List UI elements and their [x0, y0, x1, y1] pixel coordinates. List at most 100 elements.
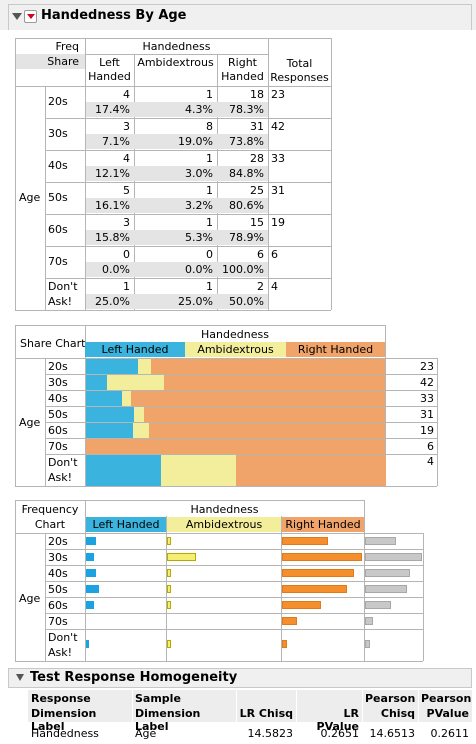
test-title: Test Response Homogeneity	[30, 670, 238, 685]
row-label: 50s	[48, 408, 68, 421]
freq-cell: 1	[206, 216, 213, 229]
test-value: 14.5823	[247, 727, 294, 740]
row-label: 30s	[48, 376, 68, 389]
row-line	[45, 118, 331, 119]
share-bar-right	[144, 407, 385, 422]
row-label: Don't	[48, 631, 78, 644]
table-border	[15, 38, 16, 310]
freq-chart-corner: Chart	[34, 518, 66, 531]
row-label: 70s	[48, 615, 68, 628]
total-cell: 19	[420, 424, 434, 437]
row-line	[45, 406, 437, 407]
disclosure-triangle-icon[interactable]	[12, 13, 22, 20]
row-label: 60s	[48, 424, 68, 437]
freq-cell: 31	[250, 120, 264, 133]
test-value: Handedness	[31, 727, 99, 740]
total-cell: 31	[420, 408, 434, 421]
legend-left: Left Handed	[86, 517, 166, 532]
test-value: 0.2651	[320, 727, 360, 740]
test-outline-header	[8, 668, 472, 688]
freq-cell: 5	[123, 184, 130, 197]
table-line	[423, 533, 424, 661]
freq-cell: 4	[123, 88, 130, 101]
test-header: Sample	[135, 692, 181, 705]
share-row-shade	[86, 198, 268, 213]
share-bar-left	[86, 407, 134, 422]
disclosure-triangle-icon[interactable]	[16, 674, 24, 681]
freq-bar-right	[282, 569, 354, 577]
freq-cell: 3	[123, 120, 130, 133]
row-label: 60s	[48, 223, 68, 236]
share-row-shade	[86, 294, 268, 309]
test-header: LR PValue	[316, 707, 359, 733]
freq-cell: 1	[206, 184, 213, 197]
freq-bar-left	[86, 569, 96, 577]
test-header: PValue	[426, 707, 469, 720]
row-line	[45, 629, 423, 630]
total-cell: 6	[271, 248, 278, 261]
col-sep	[296, 690, 297, 722]
freq-cell: 25	[250, 184, 264, 197]
row-label: Ask!	[48, 646, 73, 659]
freq-bar-right	[282, 553, 362, 561]
table-line	[85, 500, 86, 661]
test-value: 0.2611	[430, 727, 470, 740]
row-label: 40s	[48, 159, 68, 172]
handedness-header: Handedness	[142, 40, 211, 53]
age-row-label: Age	[19, 592, 41, 605]
table-border	[15, 661, 423, 662]
table-line	[385, 325, 386, 486]
share-row-shade	[86, 134, 268, 149]
table-line	[166, 516, 167, 661]
row-label: 20s	[48, 535, 68, 548]
row-label: 40s	[48, 567, 68, 580]
row-line	[45, 390, 437, 391]
share-chart-corner: Share Chart	[20, 337, 86, 350]
freq-bar-left	[86, 553, 94, 561]
table-border	[15, 325, 16, 486]
share-bar-right	[164, 375, 385, 390]
share-cell: 3.0%	[185, 167, 213, 180]
red-triangle-menu-button[interactable]	[24, 10, 37, 23]
total-cell: 31	[271, 184, 285, 197]
freq-cell: 1	[206, 88, 213, 101]
test-header: Dimension Label	[135, 707, 201, 733]
row-label: 30s	[48, 127, 68, 140]
freq-bar-ambi	[167, 601, 171, 609]
share-row-shade	[86, 262, 268, 277]
freq-bar-ambi	[167, 585, 171, 593]
share-cell: 80.6%	[229, 199, 264, 212]
legend-right: Right Handed	[286, 342, 385, 357]
total-cell: 19	[271, 216, 285, 229]
share-bar-ambi	[161, 455, 236, 486]
total-cell: 6	[427, 440, 434, 453]
freq-bar-right	[282, 537, 328, 545]
share-shade	[16, 54, 85, 69]
row-label: 60s	[48, 599, 68, 612]
col-sep	[418, 690, 419, 722]
freq-cell: 28	[250, 152, 264, 165]
row-label: 50s	[48, 191, 68, 204]
age-row-label: Age	[19, 416, 41, 429]
share-bar-left	[86, 391, 122, 406]
share-row-shade	[86, 230, 268, 245]
test-header: LR Chisq	[239, 707, 293, 720]
share-cell: 16.1%	[95, 199, 130, 212]
table-line	[45, 86, 46, 310]
freq-cell: 0	[206, 248, 213, 261]
legend-left: Left Handed	[85, 342, 185, 357]
freq-cell: 18	[250, 88, 264, 101]
total-cell: 33	[420, 392, 434, 405]
freq-cell: 3	[123, 216, 130, 229]
freq-bar-total	[365, 640, 370, 648]
freq-bar-total	[365, 617, 373, 625]
table-border	[15, 310, 331, 311]
total-cell: 42	[271, 120, 285, 133]
freq-bar-total	[365, 537, 396, 545]
freq-chart-corner: Frequency	[21, 503, 79, 516]
share-cell: 0.0%	[102, 263, 130, 276]
test-header: Pearson	[421, 692, 472, 705]
share-cell: 4.3%	[185, 103, 213, 116]
col-sep	[132, 690, 133, 722]
share-bar-left	[86, 455, 161, 486]
